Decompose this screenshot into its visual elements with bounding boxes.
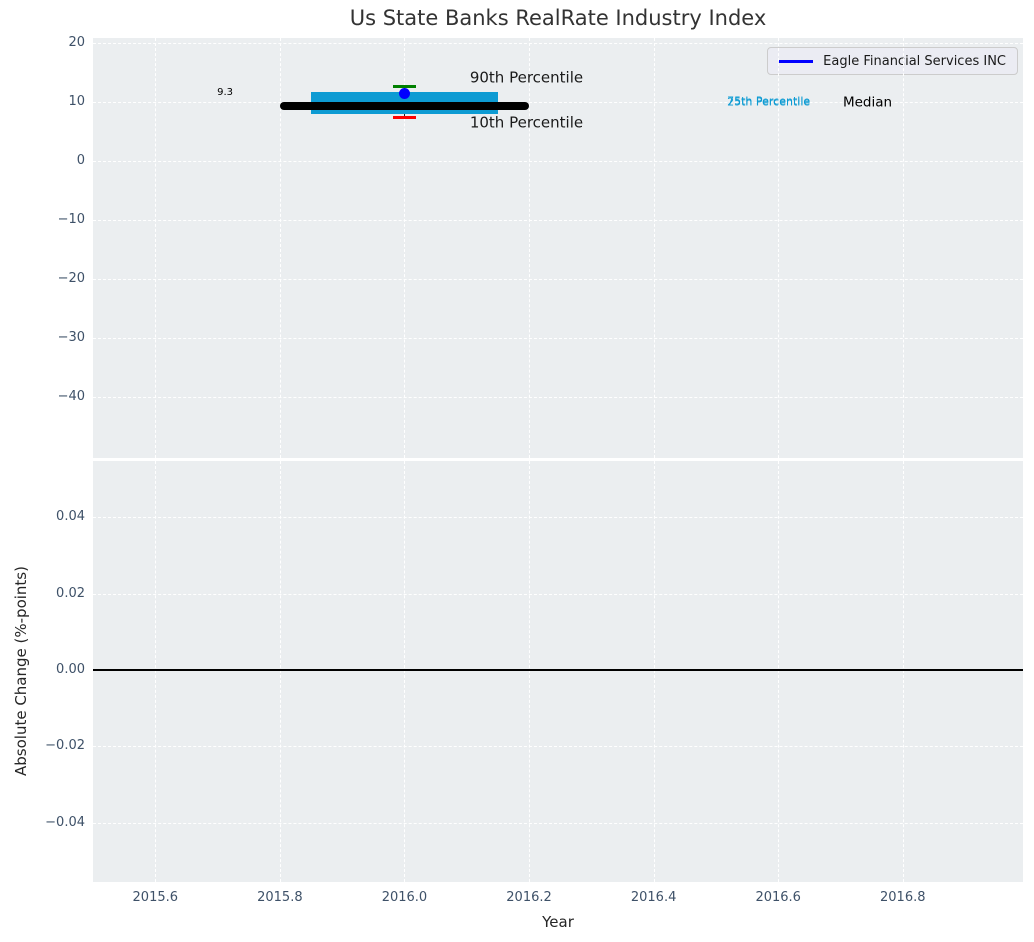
legend-label: Eagle Financial Services INC bbox=[823, 53, 1006, 69]
x-tick-label: 2015.6 bbox=[132, 890, 179, 905]
gridline-horizontal bbox=[93, 161, 1023, 163]
gridline-vertical bbox=[155, 38, 157, 458]
gridline-vertical bbox=[155, 461, 157, 882]
gridline-horizontal bbox=[93, 279, 1023, 281]
zero-line bbox=[93, 668, 1023, 671]
gridline-vertical bbox=[529, 38, 531, 458]
gridline-vertical bbox=[653, 38, 655, 458]
gridline-horizontal bbox=[93, 593, 1023, 595]
gridline-horizontal bbox=[93, 517, 1023, 519]
y-tick-label-bottom: 0.00 bbox=[56, 661, 85, 677]
y-axis-label-top: Economic Capital Ratio bbox=[2, 0, 20, 38]
y-tick-label-top: −30 bbox=[57, 330, 85, 346]
x-tick-label: 2016.4 bbox=[630, 890, 677, 905]
gridline-vertical bbox=[404, 461, 406, 882]
p90-cap bbox=[393, 84, 416, 88]
gridline-horizontal bbox=[93, 43, 1023, 45]
gridline-vertical bbox=[778, 461, 780, 882]
y-tick-label-top: −20 bbox=[57, 271, 85, 287]
gridline-vertical bbox=[902, 461, 904, 882]
x-tick-label: 2015.8 bbox=[257, 890, 303, 905]
bottom-subplot bbox=[93, 461, 1023, 882]
y-tick-label-top: 10 bbox=[68, 94, 85, 110]
gridline-horizontal bbox=[93, 397, 1023, 399]
x-tick-label: 2016.8 bbox=[880, 890, 926, 905]
gridline-vertical bbox=[279, 461, 281, 882]
x-axis-label: Year bbox=[542, 913, 574, 931]
legend: Eagle Financial Services INC bbox=[767, 47, 1018, 75]
gridline-horizontal bbox=[93, 822, 1023, 824]
gridline-vertical bbox=[404, 38, 406, 458]
y-tick-label-top: 0 bbox=[76, 153, 85, 169]
annotation: 25th Percentile bbox=[727, 95, 811, 109]
gridline-horizontal bbox=[93, 102, 1023, 104]
x-tick-label: 2016.2 bbox=[506, 890, 552, 905]
gridline-vertical bbox=[529, 461, 531, 882]
p10-cap bbox=[393, 115, 416, 119]
gridline-vertical bbox=[778, 38, 780, 458]
annotation: Median bbox=[842, 94, 893, 111]
median-line bbox=[279, 102, 530, 111]
top-subplot: Eagle Financial Services INC 9.3 90th Per… bbox=[93, 38, 1023, 458]
gridline-horizontal bbox=[93, 220, 1023, 222]
gridline-vertical bbox=[902, 38, 904, 458]
y-tick-label-top: 20 bbox=[68, 35, 85, 51]
y-tick-label-top: −10 bbox=[57, 212, 85, 228]
annotation: 90th Percentile bbox=[469, 68, 584, 87]
y-tick-label-bottom: 0.02 bbox=[56, 585, 85, 601]
y-tick-label-top: −40 bbox=[57, 389, 85, 405]
x-tick-label: 2016.6 bbox=[755, 890, 801, 905]
y-tick-label-bottom: −0.04 bbox=[45, 814, 85, 830]
y-tick-label-bottom: −0.02 bbox=[45, 738, 85, 754]
gridline-horizontal bbox=[93, 746, 1023, 748]
company-marker bbox=[398, 87, 410, 99]
x-tick-label: 2016.0 bbox=[381, 890, 428, 905]
annotation: 10th Percentile bbox=[469, 113, 584, 132]
gridline-vertical bbox=[279, 38, 281, 458]
legend-line-swatch bbox=[779, 59, 814, 63]
y-tick-label-bottom: 0.04 bbox=[56, 509, 85, 525]
annotation: 9.3 bbox=[217, 87, 233, 99]
chart-title: Us State Banks RealRate Industry Index bbox=[349, 6, 767, 30]
annotation: 75th Percentile bbox=[727, 94, 811, 108]
gridline-horizontal bbox=[93, 338, 1023, 340]
gridline-vertical bbox=[653, 461, 655, 882]
